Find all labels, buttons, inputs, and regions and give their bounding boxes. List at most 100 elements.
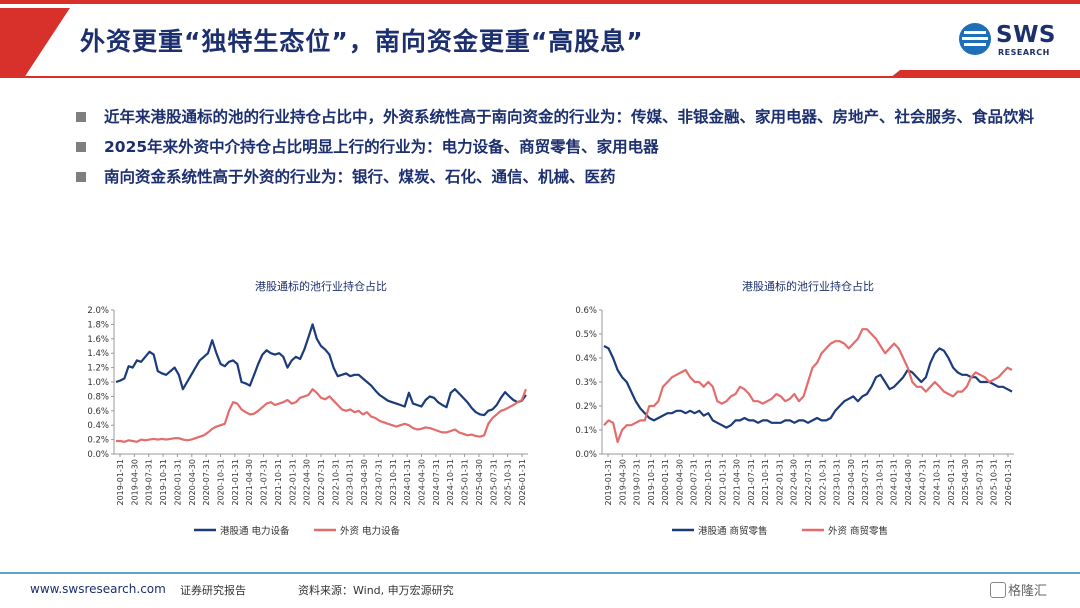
- x-tick-label: 2025-01-31: [947, 459, 956, 506]
- sws-globe-icon: [959, 23, 991, 55]
- y-tick-label: 0.0%: [87, 450, 109, 460]
- y-tick-label: 1.4%: [87, 349, 109, 359]
- x-tick-label: 2021-01-31: [718, 459, 727, 506]
- x-tick-label: 2022-10-31: [818, 459, 827, 506]
- x-tick-label: 2020-01-31: [661, 459, 670, 506]
- x-tick-label: 2019-04-30: [618, 459, 627, 506]
- bullet-text: 南向资金系统性高于外资的行业为：银行、煤炭、石化、通信、机械、医药: [104, 168, 616, 186]
- header-red-accent: [0, 8, 70, 78]
- x-tick-label: 2023-01-31: [346, 459, 355, 506]
- x-tick-label: 2024-07-31: [432, 459, 441, 506]
- x-tick-label: 2021-07-31: [260, 459, 269, 506]
- x-tick-label: 2022-01-31: [775, 459, 784, 506]
- x-tick-label: 2022-10-31: [331, 459, 340, 506]
- y-tick-label: 0.2%: [87, 436, 109, 446]
- series-line-2: [116, 388, 528, 443]
- x-tick-label: 2021-07-31: [747, 459, 756, 506]
- x-tick-label: 2024-10-31: [446, 459, 455, 506]
- bullet-text: 近年来港股通标的池的行业持仓占比中，外资系统性高于南向资金的行业为：传媒、非银金…: [104, 108, 1035, 126]
- x-tick-label: 2024-01-31: [403, 459, 412, 506]
- bullet-square-icon: [76, 112, 86, 122]
- y-tick-label: 0.6%: [575, 306, 597, 316]
- x-tick-label: 2025-10-31: [504, 459, 513, 506]
- x-tick-label: 2019-10-31: [159, 459, 168, 506]
- y-tick-label: 1.0%: [87, 378, 109, 388]
- y-tick-label: 0.8%: [87, 392, 109, 402]
- x-tick-label: 2025-01-31: [461, 459, 470, 506]
- x-tick-label: 2019-10-31: [647, 459, 656, 506]
- x-tick-label: 2021-10-31: [274, 459, 283, 506]
- x-tick-label: 2020-10-31: [217, 459, 226, 506]
- slide-header: 外资更重“独特生态位”，南向资金更重“高股息” SWS RESEARCH: [0, 0, 1080, 78]
- x-tick-label: 2022-04-30: [790, 459, 799, 506]
- y-tick-label: 2.0%: [87, 306, 109, 316]
- x-tick-label: 2024-07-31: [918, 459, 927, 506]
- x-tick-label: 2021-04-30: [245, 459, 254, 506]
- series-line-1: [603, 345, 1013, 429]
- y-tick-label: 1.6%: [87, 335, 109, 345]
- bullet-item: 2025年来外资中介持仓占比明显上行的行业为：电力设备、商贸零售、家用电器: [76, 134, 1036, 160]
- x-tick-label: 2024-04-30: [904, 459, 913, 506]
- header-decoration: [0, 0, 1080, 78]
- y-tick-label: 0.4%: [87, 421, 109, 431]
- watermark-brand: 格隆汇: [1008, 584, 1048, 599]
- logo-subtext: RESEARCH: [998, 48, 1050, 57]
- legend-label: 港股通 商贸零售: [698, 525, 768, 537]
- x-tick-label: 2025-04-30: [961, 459, 970, 506]
- x-tick-label: 2026-01-31: [1004, 459, 1013, 506]
- x-tick-label: 2023-07-31: [374, 459, 383, 506]
- x-tick-label: 2026-01-31: [518, 459, 527, 506]
- logo-text: SWS: [996, 22, 1056, 48]
- legend-label: 港股通 电力设备: [220, 525, 290, 537]
- footer-source: 资料来源：Wind, 申万宏源研究: [298, 584, 454, 597]
- y-tick-label: 0.4%: [575, 354, 597, 364]
- legend-label: 外资 商贸零售: [828, 525, 888, 537]
- bullet-item: 南向资金系统性高于外资的行业为：银行、煤炭、石化、通信、机械、医药: [76, 164, 1036, 190]
- header-right-accent: [890, 70, 1080, 78]
- x-tick-label: 2021-10-31: [761, 459, 770, 506]
- x-tick-label: 2025-07-31: [975, 459, 984, 506]
- x-tick-label: 2025-07-31: [489, 459, 498, 506]
- x-tick-label: 2023-04-30: [847, 459, 856, 506]
- y-tick-label: 1.2%: [87, 364, 109, 374]
- footer-doc-type: 证券研究报告: [180, 584, 246, 597]
- y-tick-label: 0.2%: [575, 402, 597, 412]
- x-tick-label: 2020-04-30: [188, 459, 197, 506]
- x-tick-label: 2022-01-31: [288, 459, 297, 506]
- x-tick-label: 2020-07-31: [690, 459, 699, 506]
- x-tick-label: 2021-01-31: [231, 459, 240, 506]
- bullet-square-icon: [76, 172, 86, 182]
- x-tick-label: 2020-10-31: [704, 459, 713, 506]
- x-tick-label: 2025-10-31: [990, 459, 999, 506]
- series-line-1: [115, 323, 527, 417]
- y-tick-label: 0.6%: [87, 407, 109, 417]
- x-tick-label: 2019-01-31: [604, 459, 613, 506]
- watermark-icon: [990, 582, 1006, 598]
- x-tick-label: 2019-07-31: [633, 459, 642, 506]
- sws-logo: SWS RESEARCH: [958, 22, 1058, 58]
- chart-power-equipment: 港股通标的池行业持仓占比 0.0% 0.2% 0.4% 0.6% 0.8% 1.0% 1.2%…: [70, 270, 540, 565]
- x-tick-label: 2024-10-31: [933, 459, 942, 506]
- bullet-square-icon: [76, 142, 86, 152]
- y-tick-label: 0.3%: [575, 378, 597, 388]
- x-tick-label: 2023-01-31: [833, 459, 842, 506]
- chart-title: 港股通标的池行业持仓占比: [255, 279, 387, 293]
- bullet-list: 近年来港股通标的池的行业持仓占比中，外资系统性高于南向资金的行业为：传媒、非银金…: [76, 104, 1036, 194]
- x-tick-label: 2025-04-30: [475, 459, 484, 506]
- x-tick-label: 2019-07-31: [145, 459, 154, 506]
- x-tick-label: 2020-04-30: [675, 459, 684, 506]
- x-tick-label: 2024-04-30: [418, 459, 427, 506]
- y-tick-label: 0.5%: [575, 330, 597, 340]
- legend-label: 外资 电力设备: [340, 525, 401, 537]
- bullet-text: 2025年来外资中介持仓占比明显上行的行业为：电力设备、商贸零售、家用电器: [104, 138, 659, 156]
- y-tick-label: 1.8%: [87, 320, 109, 330]
- page-title: 外资更重“独特生态位”，南向资金更重“高股息”: [80, 27, 644, 56]
- x-tick-label: 2021-04-30: [733, 459, 742, 506]
- footer-url-link[interactable]: www.swsresearch.com: [30, 582, 166, 596]
- header-gray-wedge: [24, 8, 1080, 78]
- bullet-item: 近年来港股通标的池的行业持仓占比中，外资系统性高于南向资金的行业为：传媒、非银金…: [76, 104, 1036, 130]
- x-tick-label: 2022-07-31: [804, 459, 813, 506]
- footer-rule: [0, 572, 1080, 574]
- chart-title: 港股通标的池行业持仓占比: [742, 279, 874, 293]
- x-tick-label: 2019-04-30: [130, 459, 139, 506]
